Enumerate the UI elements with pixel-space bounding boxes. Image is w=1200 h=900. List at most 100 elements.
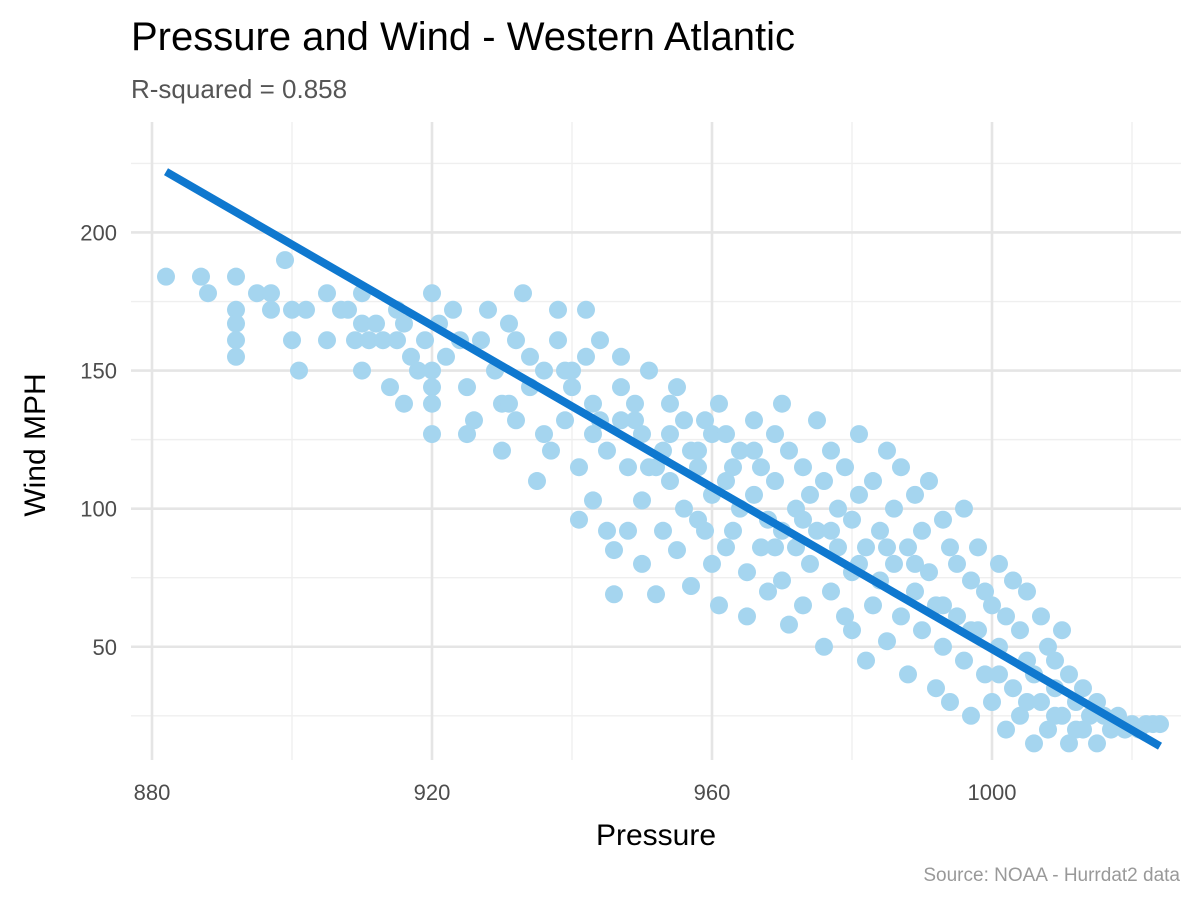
data-point bbox=[801, 485, 819, 504]
data-point bbox=[1011, 706, 1029, 725]
data-point bbox=[892, 607, 910, 626]
data-point bbox=[906, 485, 924, 504]
data-point bbox=[591, 331, 609, 350]
data-point bbox=[878, 632, 896, 651]
data-point bbox=[318, 284, 336, 303]
data-point bbox=[248, 284, 266, 303]
y-tick-label: 50 bbox=[93, 635, 117, 660]
data-point bbox=[423, 394, 441, 413]
data-point bbox=[458, 378, 476, 397]
data-point bbox=[794, 458, 812, 477]
data-point bbox=[780, 441, 798, 460]
data-point bbox=[731, 441, 749, 460]
data-point bbox=[857, 651, 875, 670]
data-point bbox=[423, 361, 441, 380]
data-point bbox=[388, 331, 406, 350]
data-point bbox=[752, 538, 770, 557]
data-point bbox=[675, 499, 693, 518]
x-tick-label: 920 bbox=[414, 780, 451, 805]
data-point bbox=[514, 284, 532, 303]
data-point bbox=[885, 499, 903, 518]
data-point bbox=[780, 615, 798, 634]
data-point bbox=[227, 300, 245, 319]
data-point bbox=[619, 521, 637, 540]
data-point bbox=[276, 251, 294, 270]
data-point bbox=[542, 441, 560, 460]
x-tick-label: 880 bbox=[134, 780, 171, 805]
data-point bbox=[675, 411, 693, 430]
data-point bbox=[227, 347, 245, 366]
data-point bbox=[738, 563, 756, 582]
data-point bbox=[878, 441, 896, 460]
data-point bbox=[549, 331, 567, 350]
data-point bbox=[1074, 720, 1092, 739]
source-caption: Source: NOAA - Hurrdat2 data bbox=[923, 865, 1180, 886]
data-point bbox=[598, 521, 616, 540]
data-point bbox=[843, 510, 861, 529]
data-point bbox=[759, 582, 777, 601]
data-point bbox=[570, 458, 588, 477]
data-point bbox=[640, 458, 658, 477]
data-point bbox=[227, 331, 245, 350]
data-point bbox=[906, 582, 924, 601]
data-point bbox=[318, 331, 336, 350]
data-point bbox=[1011, 621, 1029, 640]
data-point bbox=[395, 314, 413, 333]
data-point bbox=[661, 472, 679, 491]
data-point bbox=[927, 679, 945, 698]
data-point bbox=[822, 521, 840, 540]
data-point bbox=[416, 331, 434, 350]
data-point bbox=[654, 521, 672, 540]
data-point bbox=[479, 300, 497, 319]
y-tick-label: 150 bbox=[80, 359, 117, 384]
data-point bbox=[808, 521, 826, 540]
data-point bbox=[465, 411, 483, 430]
data-point bbox=[997, 607, 1015, 626]
data-point bbox=[612, 378, 630, 397]
data-point bbox=[612, 347, 630, 366]
data-point bbox=[381, 378, 399, 397]
trend-line bbox=[163, 168, 1163, 750]
data-point bbox=[353, 361, 371, 380]
data-point bbox=[444, 300, 462, 319]
data-point bbox=[556, 361, 574, 380]
data-point bbox=[535, 425, 553, 444]
data-point bbox=[1060, 665, 1078, 684]
data-point bbox=[1032, 607, 1050, 626]
data-point bbox=[423, 425, 441, 444]
data-point bbox=[423, 378, 441, 397]
data-point bbox=[934, 510, 952, 529]
data-point bbox=[493, 441, 511, 460]
data-point bbox=[1004, 571, 1022, 590]
data-point bbox=[437, 347, 455, 366]
y-axis-title: Wind MPH bbox=[19, 373, 52, 516]
data-point bbox=[899, 665, 917, 684]
data-point bbox=[549, 300, 567, 319]
x-tick-label: 1000 bbox=[968, 780, 1017, 805]
data-point bbox=[633, 425, 651, 444]
data-point bbox=[395, 394, 413, 413]
data-point bbox=[500, 394, 518, 413]
data-point bbox=[227, 314, 245, 333]
data-point bbox=[717, 425, 735, 444]
data-point bbox=[913, 621, 931, 640]
data-point bbox=[535, 361, 553, 380]
y-tick-label: 100 bbox=[80, 497, 117, 522]
data-point bbox=[1102, 720, 1120, 739]
data-point bbox=[724, 521, 742, 540]
data-point bbox=[1032, 693, 1050, 711]
data-point bbox=[500, 314, 518, 333]
data-point bbox=[612, 411, 630, 430]
data-point bbox=[584, 425, 602, 444]
data-point bbox=[773, 571, 791, 590]
data-point bbox=[773, 394, 791, 413]
data-point bbox=[640, 361, 658, 380]
data-point bbox=[696, 411, 714, 430]
data-point bbox=[626, 411, 644, 430]
data-point bbox=[1088, 734, 1106, 753]
data-point bbox=[661, 425, 679, 444]
data-point bbox=[948, 554, 966, 573]
data-point bbox=[766, 538, 784, 557]
